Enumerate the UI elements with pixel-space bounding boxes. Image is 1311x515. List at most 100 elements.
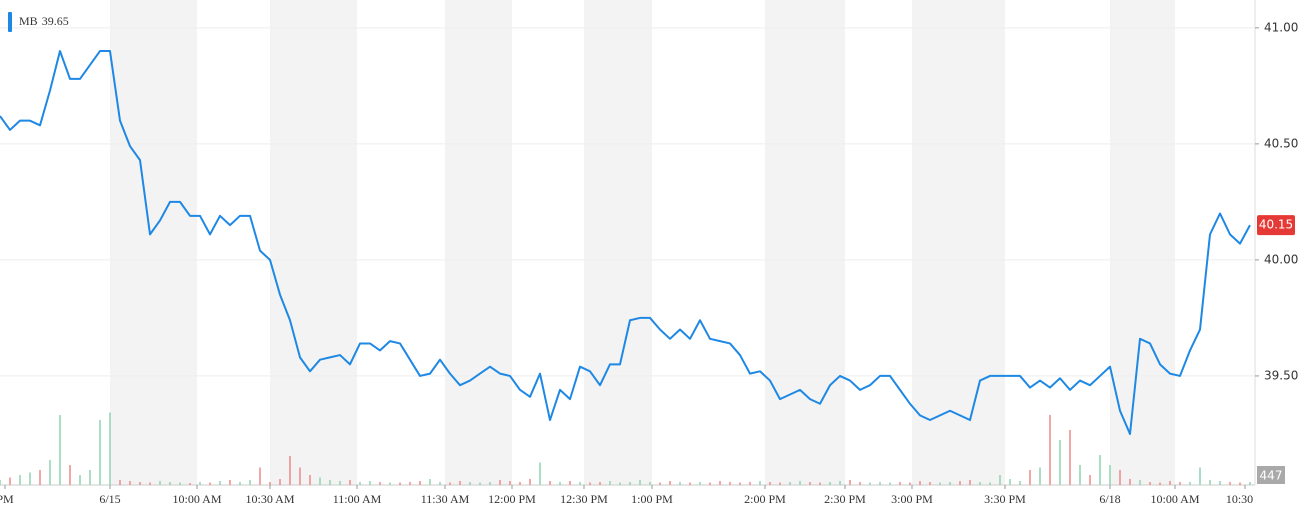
volume-bar <box>229 480 231 485</box>
volume-bar <box>949 482 951 485</box>
volume-bar <box>89 470 91 485</box>
volume-bar <box>69 465 71 485</box>
volume-bar <box>549 481 551 485</box>
session-band <box>765 0 845 485</box>
volume-bar <box>939 482 941 485</box>
volume-bar <box>719 481 721 485</box>
volume-bar <box>429 479 431 485</box>
y-tick-label: 39.50 <box>1264 368 1298 382</box>
volume-bar <box>759 481 761 485</box>
volume-bar <box>749 482 751 485</box>
price-line-group <box>0 50 1251 435</box>
grid <box>0 0 1256 486</box>
session-band <box>445 0 512 485</box>
session-band <box>584 0 652 485</box>
price-line <box>0 50 1251 435</box>
y-tick-label: 40.50 <box>1264 136 1298 150</box>
volume-bar <box>29 472 31 485</box>
volume-bar <box>589 482 591 485</box>
volume-bar <box>999 475 1001 485</box>
volume-bar <box>969 480 971 485</box>
x-tick-label: 3:00 PM <box>891 492 933 506</box>
x-tick-label: 6/15 <box>99 492 120 506</box>
volume-bar <box>199 482 201 485</box>
x-tick-label: 2:30 PM <box>824 492 866 506</box>
x-tick-label: 3:30 PM <box>984 492 1026 506</box>
volume-bar <box>979 482 981 485</box>
volume-bar <box>1209 480 1211 485</box>
volume-bar <box>469 482 471 485</box>
volume-bar <box>449 482 451 485</box>
volume-bar <box>1129 479 1131 485</box>
volume-bar <box>619 482 621 485</box>
volume-bar <box>689 482 691 485</box>
volume-bar <box>709 482 711 485</box>
volume-bar <box>329 480 331 485</box>
volume-bar <box>1119 470 1121 485</box>
volume-bar <box>699 482 701 485</box>
x-tick-label: 10:30 AM <box>245 492 294 506</box>
x-tick-label: 1:00 PM <box>631 492 673 506</box>
volume-bar <box>459 481 461 485</box>
volume-bar <box>179 482 181 485</box>
volume-bar <box>559 482 561 485</box>
volume-bar <box>819 482 821 485</box>
volume-bar <box>529 479 531 485</box>
volume-bar <box>419 481 421 485</box>
volume-bar <box>1039 467 1041 485</box>
volume-bar <box>19 475 21 485</box>
volume-bar <box>569 481 571 485</box>
volume-bar <box>149 482 151 485</box>
volume-bar <box>279 479 281 485</box>
volume-bar <box>269 482 271 485</box>
volume-bar <box>769 482 771 485</box>
volume-bar <box>169 482 171 485</box>
x-tick-label: PM <box>0 492 14 506</box>
volume-bar <box>219 481 221 485</box>
volume-bar <box>259 467 261 485</box>
volume-bar <box>309 475 311 485</box>
x-axis: PM 6/15 10:00 AM 10:30 AM 11:00 AM 11:30 AM 12… <box>0 485 1255 506</box>
x-tick-label: 2:00 PM <box>744 492 786 506</box>
volume-bar <box>1159 482 1161 485</box>
volume-bar <box>119 480 121 485</box>
volume-bar <box>649 482 651 485</box>
volume-bar <box>669 481 671 485</box>
legend: MB 39.65 <box>8 12 69 32</box>
volume-bar <box>349 480 351 485</box>
volume-label: 447 <box>1260 469 1283 483</box>
volume-bar <box>1249 482 1251 485</box>
volume-bar <box>909 482 911 485</box>
volume-bar <box>379 482 381 485</box>
volume-bar <box>109 412 111 485</box>
volume-bar <box>499 480 501 485</box>
volume-bar <box>1199 467 1201 485</box>
volume-bar <box>159 481 161 485</box>
volume-bar <box>639 480 641 485</box>
volume-label-box <box>1257 466 1285 484</box>
volume-bar <box>879 482 881 485</box>
volume-bar <box>1109 465 1111 485</box>
legend-name: MB <box>19 14 38 28</box>
volume-bar <box>889 482 891 485</box>
volume-bar <box>249 480 251 485</box>
volume-bar <box>519 482 521 485</box>
volume-bar <box>919 481 921 485</box>
session-band <box>1110 0 1175 485</box>
volume-bar <box>539 462 541 485</box>
session-bands <box>110 0 1175 485</box>
volume-bar <box>1099 455 1101 485</box>
volume-bar <box>1169 481 1171 485</box>
last-price-label: 40.15 <box>1259 218 1293 232</box>
session-band <box>110 0 197 485</box>
volume-bar <box>1219 481 1221 485</box>
volume-bar <box>1179 482 1181 485</box>
volume-bar <box>239 482 241 485</box>
volume-bar <box>79 475 81 485</box>
volume-bar <box>1079 465 1081 485</box>
legend-swatch <box>8 12 12 32</box>
volume-bar <box>359 482 361 485</box>
volume-bar <box>299 467 301 485</box>
volume-bar <box>1059 440 1061 485</box>
